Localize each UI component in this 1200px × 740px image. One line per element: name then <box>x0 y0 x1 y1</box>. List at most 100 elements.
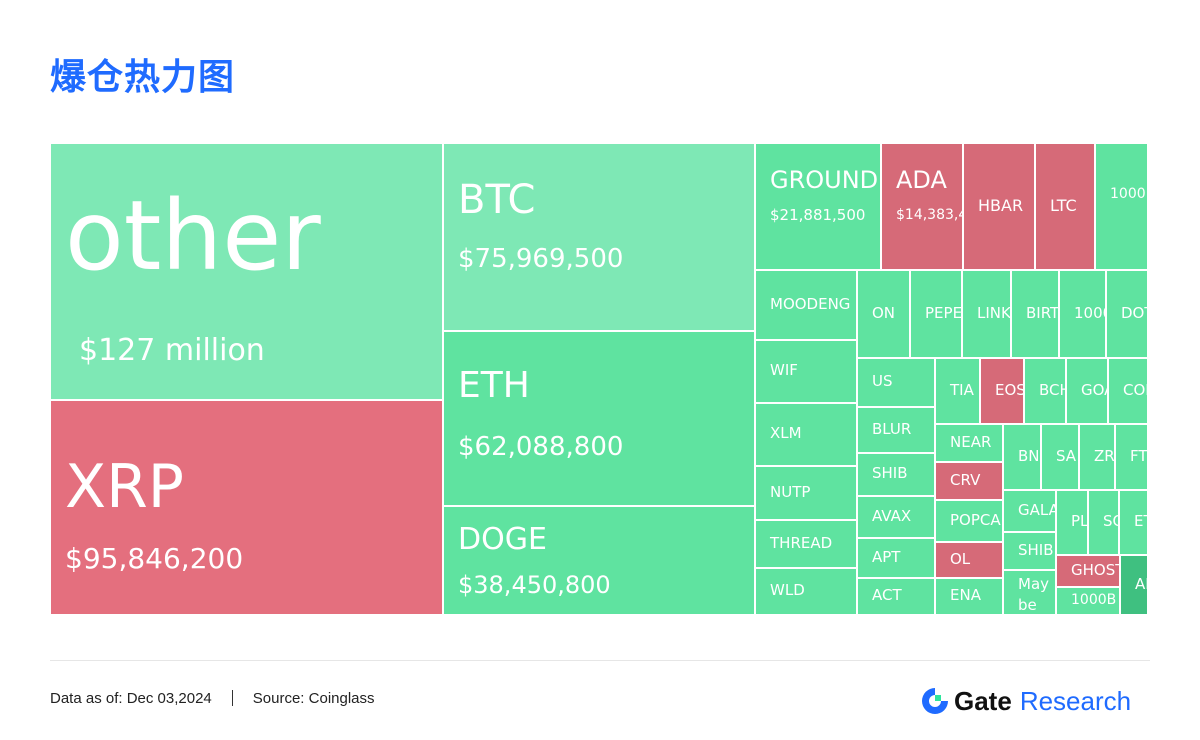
treemap-cell-name: AI <box>1135 575 1147 593</box>
treemap-cell-name: FT <box>1130 447 1148 465</box>
treemap-cell-name: DOGE <box>458 522 547 557</box>
treemap-cell-37: PL <box>1056 490 1088 555</box>
treemap-cell-name: GHOST <box>1071 561 1120 579</box>
treemap-cell-name: other <box>65 180 321 292</box>
treemap-cell-42: OL <box>935 542 1003 578</box>
treemap-cell-name: WLD <box>770 581 805 599</box>
brand-name: Gate <box>954 685 1012 716</box>
treemap-cell-49: May be <box>1003 570 1056 615</box>
treemap-cell-29: ZR <box>1079 424 1115 490</box>
treemap-cell-46: WLD <box>755 568 857 615</box>
treemap-cell-28: SA <box>1041 424 1079 490</box>
treemap-cell-name: BTC <box>458 177 536 223</box>
treemap-cell-16: DOT <box>1106 270 1148 358</box>
treemap-cell-14: BIRT <box>1011 270 1059 358</box>
treemap-cell-value: $75,969,500 <box>458 244 624 274</box>
treemap-cell-38: SO <box>1088 490 1119 555</box>
treemap-cell-9: 1000 <box>1095 143 1148 270</box>
treemap-cell-name: US <box>872 372 893 390</box>
treemap-cell-name: COM <box>1123 381 1147 399</box>
treemap-cell-name: NUTP <box>770 483 811 501</box>
treemap-cell-name: MOODENG <box>770 295 851 313</box>
treemap-cell-44: GHOST <box>1056 555 1120 587</box>
treemap-cell-name: 1000 <box>1110 186 1146 202</box>
treemap-cell-17: WIF <box>755 340 857 403</box>
divider <box>50 660 1150 661</box>
treemap-cell-1: XRP $95,846,200 <box>50 400 443 615</box>
treemap-cell-name: CRV <box>950 471 981 489</box>
treemap-cell-name: SHIB <box>872 464 908 482</box>
treemap-cell-name: XLM <box>770 424 802 442</box>
treemap-cell-name: ACT <box>872 586 902 604</box>
treemap-cell-0: other $127 million <box>50 143 443 400</box>
data-date: Data as of: Dec 03,2024 <box>50 690 212 707</box>
treemap-cell-23: COM <box>1108 358 1148 424</box>
treemap-cell-7: HBAR <box>963 143 1035 270</box>
treemap-cell-18: US <box>857 358 935 407</box>
treemap-cell-name: ON <box>872 304 896 322</box>
treemap-cell-name: SHIB <box>1018 541 1054 559</box>
treemap-cell-13: LINK <box>962 270 1011 358</box>
treemap-cell-34: AVAX <box>857 496 935 538</box>
treemap-cell-name: NEAR <box>950 433 992 451</box>
treemap-cell-43: SHIB <box>1003 532 1056 570</box>
treemap-cell-name: ADA <box>896 166 947 194</box>
gate-research-logo: Gate Research <box>920 684 1131 718</box>
treemap-cell-name: ET <box>1134 512 1147 530</box>
treemap-cell-6: ADA $14,383,4 <box>881 143 963 270</box>
treemap-cell-name: BLUR <box>872 420 912 438</box>
treemap-cell-name: LTC <box>1050 196 1077 215</box>
treemap-cell-36: GALA <box>1003 490 1056 532</box>
treemap-cell-40: THREAD <box>755 520 857 568</box>
treemap-cell-name: ETH <box>458 365 530 406</box>
treemap-cell-name: SO <box>1103 512 1118 530</box>
treemap-cell-name: ENA <box>950 586 981 604</box>
footer-separator <box>231 690 233 706</box>
treemap-cell-value: $62,088,800 <box>458 432 624 462</box>
brand-suffix: Research <box>1019 685 1132 716</box>
treemap-cell-25: BLUR <box>857 407 935 453</box>
treemap-cell-2: BTC $75,969,500 <box>443 143 755 331</box>
treemap-cell-name: WIF <box>770 361 798 379</box>
treemap-cell-27: BN <box>1003 424 1041 490</box>
treemap-cell-26: NEAR <box>935 424 1003 462</box>
treemap-cell-name: PEPE <box>925 304 962 322</box>
treemap-cell-name: EOS <box>995 381 1024 399</box>
treemap-cell-33: NUTP <box>755 466 857 520</box>
treemap-cell-value: $21,881,500 <box>770 206 866 224</box>
treemap-cell-8: LTC <box>1035 143 1095 270</box>
treemap-cell-value: $127 million <box>79 333 265 368</box>
treemap-cell-name: 1000B <box>1071 592 1117 608</box>
treemap-cell-value: $95,846,200 <box>65 542 244 575</box>
treemap-cell-30: FT <box>1115 424 1148 490</box>
treemap-cell-name: 1000 <box>1074 304 1105 322</box>
treemap-cell-name: PL <box>1071 512 1088 530</box>
treemap-cell-name: ZR <box>1094 447 1115 465</box>
treemap-cell-3: ETH $62,088,800 <box>443 331 755 506</box>
treemap-cell-name: BIRT <box>1026 304 1059 322</box>
treemap-cell-name: GROUND <box>770 166 879 194</box>
treemap-cell-22: GOA <box>1066 358 1108 424</box>
treemap-cell-name: LINK <box>977 304 1011 322</box>
treemap-cell-47: ACT <box>857 578 935 615</box>
treemap-cell-19: TIA <box>935 358 980 424</box>
treemap-cell-10: MOODENG <box>755 270 857 340</box>
treemap-cell-value: $14,383,4 <box>896 207 963 223</box>
treemap-cell-39: ET <box>1119 490 1148 555</box>
treemap-cell-name: TIA <box>950 381 974 399</box>
treemap-cell-11: ON <box>857 270 910 358</box>
treemap-cell-35: POPCA <box>935 500 1003 542</box>
treemap-cell-24: XLM <box>755 403 857 466</box>
data-source: Source: Coinglass <box>252 690 375 707</box>
treemap-cell-31: SHIB <box>857 453 935 496</box>
treemap-cell-name: AVAX <box>872 507 912 525</box>
treemap-cell-48: ENA <box>935 578 1003 615</box>
treemap-cell-32: CRV <box>935 462 1003 500</box>
treemap-cell-name: OL <box>950 550 971 568</box>
treemap-cell-50: 1000B <box>1056 587 1120 615</box>
treemap-cell-value: $38,450,800 <box>458 571 611 599</box>
treemap-cell-15: 1000 <box>1059 270 1106 358</box>
treemap-cell-5: GROUND $21,881,500 <box>755 143 881 270</box>
treemap-cell-name: GOA <box>1081 381 1107 399</box>
